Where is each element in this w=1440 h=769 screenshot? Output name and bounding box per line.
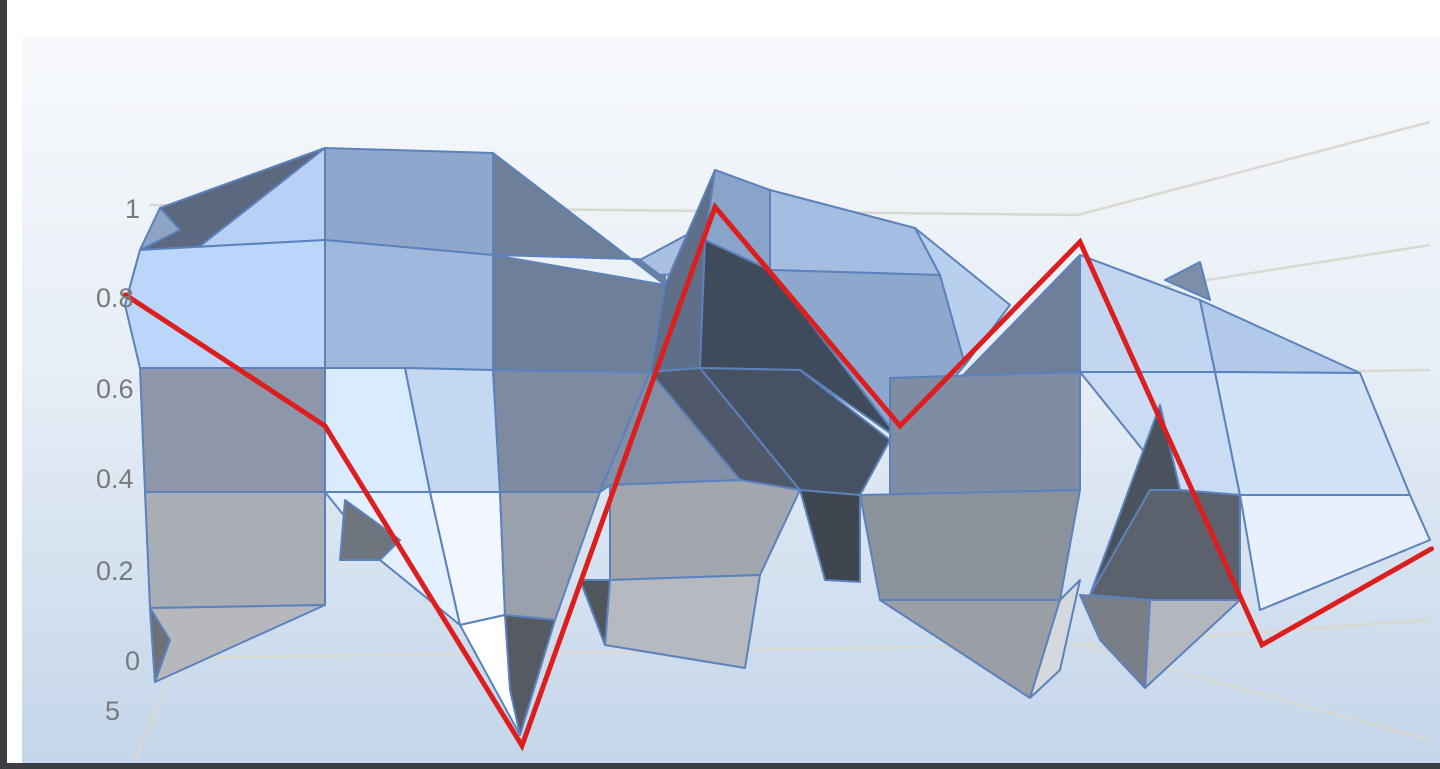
z-tick-label: 0.6 (96, 374, 134, 404)
z-tick-label: 1 (125, 194, 140, 224)
surface-facet (859, 489, 1081, 601)
surface-facet (139, 367, 326, 493)
surface-facet (144, 491, 326, 609)
z-tick-label: 0.8 (96, 283, 134, 313)
window-frame-left (0, 0, 7, 769)
front-series-point (1260, 642, 1264, 647)
surface-facet (324, 147, 494, 256)
surface-facet (1239, 494, 1431, 611)
surface-facet (1079, 594, 1151, 689)
surface-facet (124, 239, 326, 369)
surface-facet (604, 574, 761, 669)
surface-facet (324, 239, 494, 371)
front-series-point (123, 292, 127, 297)
z-axis: 1 0.8 0.6 0.4 0.2 0 5 (96, 194, 140, 726)
surface-facet (149, 607, 171, 683)
front-series-point (713, 204, 717, 209)
surface-facet (699, 367, 891, 496)
surface-facet (889, 371, 1081, 496)
surface-facets (124, 147, 1431, 736)
surface-facet (699, 239, 901, 441)
surface-facet (1214, 371, 1411, 496)
surface-facet (609, 479, 801, 581)
surface-facet (499, 491, 601, 621)
depth-tick-label: 5 (105, 696, 120, 726)
front-series-point (323, 423, 327, 428)
surface-facet (579, 579, 611, 646)
front-series-point (898, 423, 902, 428)
surface-facet (769, 189, 941, 276)
surface-facet (139, 207, 181, 251)
surface-facet (879, 599, 1061, 699)
front-series-point (520, 743, 524, 748)
front-series-line (123, 201, 1434, 752)
front-series-point (1078, 239, 1082, 244)
surface-facet (1199, 299, 1361, 374)
surface-facet (1029, 579, 1081, 699)
z-tick-label: 0.4 (96, 464, 134, 494)
surface-facet (492, 254, 666, 373)
surface-facet (149, 604, 326, 683)
front-series-points (123, 204, 1434, 748)
z-tick-label: 0 (125, 646, 140, 676)
window-frame-bottom (0, 763, 1440, 769)
front-series-point (1430, 546, 1434, 551)
surface-facet (339, 499, 401, 561)
surface-facet (799, 489, 861, 583)
gridline-floor-back (177, 618, 1431, 660)
surface-facet (1164, 261, 1211, 301)
surface-facet (504, 614, 556, 736)
z-tick-label: 0.2 (96, 556, 134, 586)
